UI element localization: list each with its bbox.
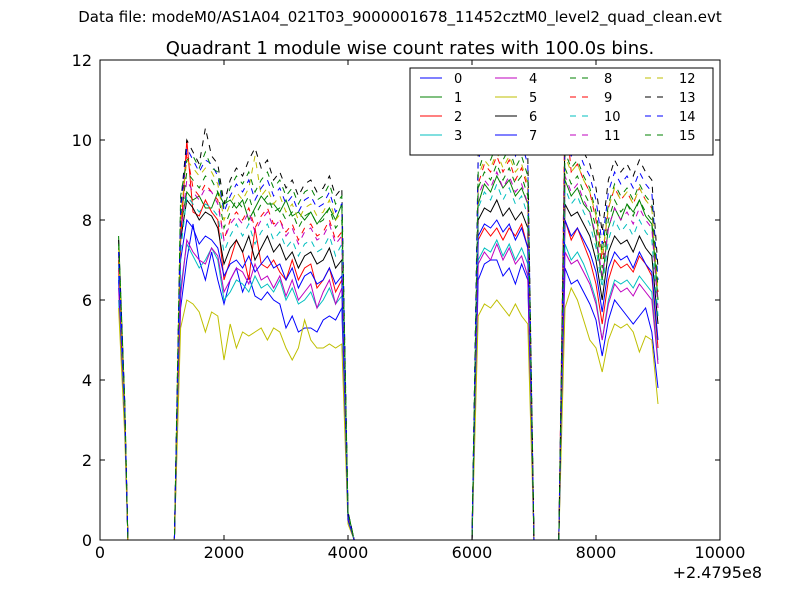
legend-box [409,67,714,156]
legend-label-13: 13 [679,91,696,106]
series-line-1 [118,174,659,541]
legend-label-8: 8 [604,72,612,87]
x-axis: 0 2000 4000 6000 8000 10000 [95,60,746,562]
series-line-12 [118,150,659,541]
series-line-15 [118,142,659,541]
legend-label-2: 2 [454,110,462,125]
legend-label-6: 6 [529,110,537,125]
series-lines [118,103,659,541]
legend-label-1: 1 [454,91,462,106]
legend-label-3: 3 [454,129,462,144]
y-tick-label: 12 [72,51,92,70]
y-tick-label: 2 [82,451,92,470]
y-tick-label: 8 [82,211,92,230]
series-line-5 [118,286,659,541]
y-tick-label: 10 [72,131,92,150]
series-line-14 [118,130,659,541]
legend-label-7: 7 [529,129,537,144]
legend-label-12: 12 [679,72,696,87]
file-title: Data file: modeM0/AS1A04_021T03_90000016… [78,8,722,26]
legend-label-11: 11 [604,129,621,144]
y-tick-label: 6 [82,291,92,310]
legend-label-4: 4 [529,72,537,87]
series-line-10 [118,182,659,541]
x-tick-label: 0 [95,543,105,562]
series-line-6 [118,198,659,541]
chart-title: Quadrant 1 module wise count rates with … [166,38,655,59]
series-line-2 [118,139,659,541]
series-line-3 [118,238,659,541]
legend-label-5: 5 [529,91,537,106]
series-line-11 [118,170,659,541]
x-offset-label: +2.4795e8 [673,563,762,582]
x-tick-label: 6000 [452,543,493,562]
legend-label-14: 14 [679,110,696,125]
legend-label-10: 10 [604,110,621,125]
y-tick-label: 0 [82,531,92,550]
legend-label-15: 15 [679,129,696,144]
y-tick-label: 4 [82,371,92,390]
x-tick-label: 4000 [328,543,369,562]
legend-label-0: 0 [454,72,462,87]
series-line-4 [118,238,659,541]
x-tick-label: 10000 [695,543,746,562]
series-line-0 [118,223,659,541]
series-line-13 [118,103,659,541]
x-tick-label: 2000 [204,543,245,562]
x-tick-label: 8000 [576,543,617,562]
series-line-9 [118,103,659,541]
legend-label-9: 9 [604,91,612,106]
series-line-7 [118,218,659,541]
